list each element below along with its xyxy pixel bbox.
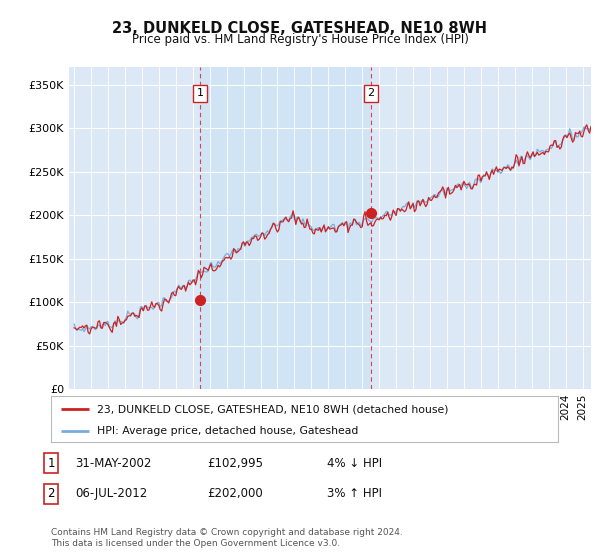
- Text: Price paid vs. HM Land Registry's House Price Index (HPI): Price paid vs. HM Land Registry's House …: [131, 33, 469, 46]
- Text: £102,995: £102,995: [207, 456, 263, 470]
- Text: 06-JUL-2012: 06-JUL-2012: [75, 487, 147, 501]
- Text: 1: 1: [196, 88, 203, 99]
- Text: £202,000: £202,000: [207, 487, 263, 501]
- Text: 2: 2: [47, 487, 55, 501]
- Text: 4% ↓ HPI: 4% ↓ HPI: [327, 456, 382, 470]
- Text: 23, DUNKELD CLOSE, GATESHEAD, NE10 8WH: 23, DUNKELD CLOSE, GATESHEAD, NE10 8WH: [113, 21, 487, 36]
- Text: 2: 2: [367, 88, 374, 99]
- Text: Contains HM Land Registry data © Crown copyright and database right 2024.
This d: Contains HM Land Registry data © Crown c…: [51, 528, 403, 548]
- Text: 3% ↑ HPI: 3% ↑ HPI: [327, 487, 382, 501]
- Text: HPI: Average price, detached house, Gateshead: HPI: Average price, detached house, Gate…: [97, 426, 358, 436]
- Text: 31-MAY-2002: 31-MAY-2002: [75, 456, 151, 470]
- Bar: [200, 67, 371, 389]
- Text: 23, DUNKELD CLOSE, GATESHEAD, NE10 8WH (detached house): 23, DUNKELD CLOSE, GATESHEAD, NE10 8WH (…: [97, 404, 448, 414]
- Text: 1: 1: [47, 456, 55, 470]
